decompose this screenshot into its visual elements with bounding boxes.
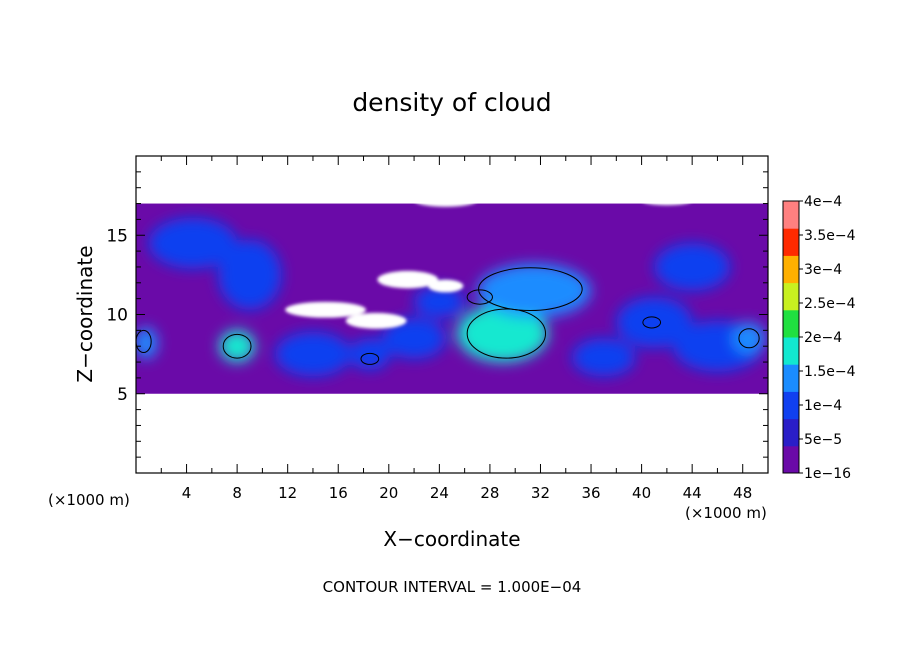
density-cell xyxy=(349,338,391,370)
density-cell xyxy=(616,297,693,348)
clear-gap xyxy=(377,270,439,289)
x-tick-label: 40 xyxy=(632,484,651,502)
colorbar-swatch xyxy=(783,418,799,447)
y-tick-label: 5 xyxy=(117,385,128,405)
density-cell xyxy=(219,330,255,363)
x-tick-label: 16 xyxy=(329,484,348,502)
contour-line xyxy=(222,333,252,359)
colorbar-label: 3e−4 xyxy=(804,262,842,278)
density-cell xyxy=(732,322,766,355)
density-cell xyxy=(572,338,636,377)
colorbar-label: 1e−16 xyxy=(804,466,851,482)
colorbar-swatch xyxy=(783,255,799,284)
contour-line xyxy=(466,308,547,359)
colorbar-swatch xyxy=(783,391,799,420)
contour-line xyxy=(466,289,493,305)
colorbar-label: 4e−4 xyxy=(804,194,842,210)
contour-line xyxy=(136,329,152,354)
x-tick-label: 24 xyxy=(430,484,449,502)
clear-gap xyxy=(414,194,478,207)
x-unit-right: (×1000 m) xyxy=(685,504,767,522)
colorbar-label: 2e−4 xyxy=(804,330,842,346)
colorbar-label: 2.5e−4 xyxy=(804,296,856,312)
x-tick-label: 28 xyxy=(480,484,499,502)
colorbar-swatch xyxy=(783,228,799,256)
x-tick-label: 48 xyxy=(733,484,752,502)
clear-gap xyxy=(345,312,407,329)
colorbar-label: 1.5e−4 xyxy=(804,364,856,380)
density-cell xyxy=(414,285,465,318)
density-cell xyxy=(654,243,731,291)
colorbar-swatch xyxy=(783,337,799,365)
axis-ticks xyxy=(136,156,768,473)
contour-line xyxy=(642,316,662,329)
clear-air-gaps xyxy=(285,194,693,329)
density-cell xyxy=(136,327,158,359)
y-tick-label: 15 xyxy=(106,226,128,246)
colorbar-label: 5e−5 xyxy=(804,432,842,448)
plot-area xyxy=(136,156,768,473)
colorbar-swatch xyxy=(783,364,799,392)
clear-gap xyxy=(427,279,464,293)
colorbar-swatch xyxy=(783,201,799,229)
x-tick-label: 20 xyxy=(379,484,398,502)
y-tick-label: 10 xyxy=(106,306,128,326)
colorbar-swatch xyxy=(783,282,799,311)
x-tick-label: 4 xyxy=(182,484,192,502)
colorbar-swatch xyxy=(783,309,799,338)
density-cell xyxy=(148,217,238,269)
x-tick-label: 12 xyxy=(278,484,297,502)
clear-gap xyxy=(285,301,367,318)
x-unit-left: (×1000 m) xyxy=(48,491,130,509)
cloud-density-field xyxy=(136,217,766,377)
chart-title: density of cloud xyxy=(352,88,551,117)
contour-lines xyxy=(136,267,760,365)
density-cell xyxy=(382,317,446,359)
clear-gap xyxy=(641,195,693,206)
density-cell xyxy=(218,240,282,310)
colorbar-swatch xyxy=(783,445,799,474)
density-cell xyxy=(477,263,592,318)
density-cell xyxy=(457,304,549,363)
colorbar-label: 3.5e−4 xyxy=(804,228,856,244)
contour-interval-note: CONTOUR INTERVAL = 1.000E−04 xyxy=(323,578,582,596)
contour-line xyxy=(478,267,583,312)
colorbar: 1e−16 5e−5 1e−4 1.5e−4 2e−4 2.5e−4 3e−4 3.5e−4 4… xyxy=(782,194,856,482)
x-tick-label: 44 xyxy=(683,484,702,502)
density-cell xyxy=(275,331,351,377)
contour-line xyxy=(738,328,760,349)
x-tick-label: 32 xyxy=(531,484,550,502)
y-axis-label: Z−coordinate xyxy=(73,245,97,382)
x-axis-label: X−coordinate xyxy=(383,527,520,551)
x-tick-label: 36 xyxy=(581,484,600,502)
x-tick-label: 8 xyxy=(232,484,242,502)
colorbar-label: 1e−4 xyxy=(804,398,842,414)
contour-line xyxy=(360,352,380,365)
